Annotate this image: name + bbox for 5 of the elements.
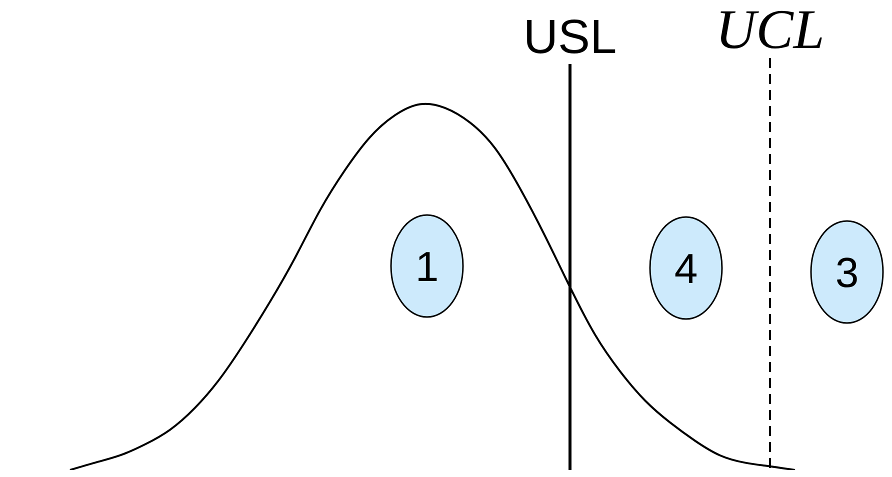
annotation: 1 bbox=[415, 243, 439, 290]
text: USL bbox=[523, 11, 617, 64]
text: 3 bbox=[835, 249, 859, 296]
annotation: 4 bbox=[674, 245, 698, 292]
text: UCL bbox=[716, 0, 824, 61]
